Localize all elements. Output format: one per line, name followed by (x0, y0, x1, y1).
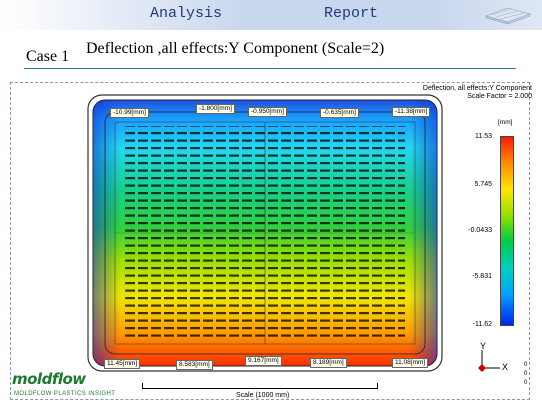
plot-title-line2: Scale Factor = 2.000 (467, 93, 532, 100)
bottom-label-1: 11.45[mm] (104, 359, 141, 369)
moldflow-logo: moldflow (12, 370, 86, 388)
header-bar: Analysis Report (0, 0, 542, 30)
plot-title: Deflection, all effects:Y Component Scal… (423, 85, 532, 101)
legend-tick-3: -0.0433 (468, 227, 492, 234)
top-label-3: -0.950[mm] (248, 107, 287, 117)
part-thumbnail-icon (485, 7, 531, 25)
title-divider (24, 68, 516, 69)
header-report: Report (324, 5, 379, 22)
bottom-label-3: 9.167[mm] (245, 356, 282, 366)
axis-y-label: Y (480, 341, 487, 351)
top-label-5: -11.38[mm] (392, 107, 431, 117)
case-title: Deflection ,all effects:Y Component (Sca… (86, 40, 385, 57)
legend-tick-2: 5.745 (474, 181, 492, 188)
legend-tick-4: -5.831 (472, 273, 492, 280)
moldflow-tagline: MOLDFLOW PLASTICS INSIGHT (14, 391, 116, 397)
legend-tick-5: -11.62 (472, 321, 492, 328)
axis-zero-2: 0 (524, 371, 528, 377)
header-analysis: Analysis (150, 5, 223, 22)
axis-x-label: X (502, 362, 509, 372)
plot-title-line1: Deflection, all effects:Y Component (422, 85, 532, 92)
case-label: Case 1 (26, 48, 70, 65)
axis-zero-1: 0 (524, 362, 528, 368)
bottom-label-5: 11.08[mm] (392, 358, 429, 368)
legend-tick-1: 11.53 (475, 133, 492, 140)
deflection-plot (87, 94, 443, 372)
color-legend-bar (500, 136, 514, 326)
top-label-4: -0.635[mm] (320, 108, 359, 118)
legend-unit: [mm] (498, 119, 513, 126)
scale-bar (142, 383, 378, 389)
scale-label: Scale (1000 mm) (236, 392, 290, 399)
top-label-1: -10.99[mm] (110, 108, 149, 118)
axis-triad-icon (478, 350, 500, 372)
bottom-label-2: 8.583[mm] (176, 360, 213, 370)
top-label-2: -1.800[mm] (196, 104, 235, 114)
result-frame (10, 82, 530, 400)
axis-zero-3: 0 (524, 380, 528, 386)
bottom-label-4: 8.189[mm] (310, 358, 347, 368)
